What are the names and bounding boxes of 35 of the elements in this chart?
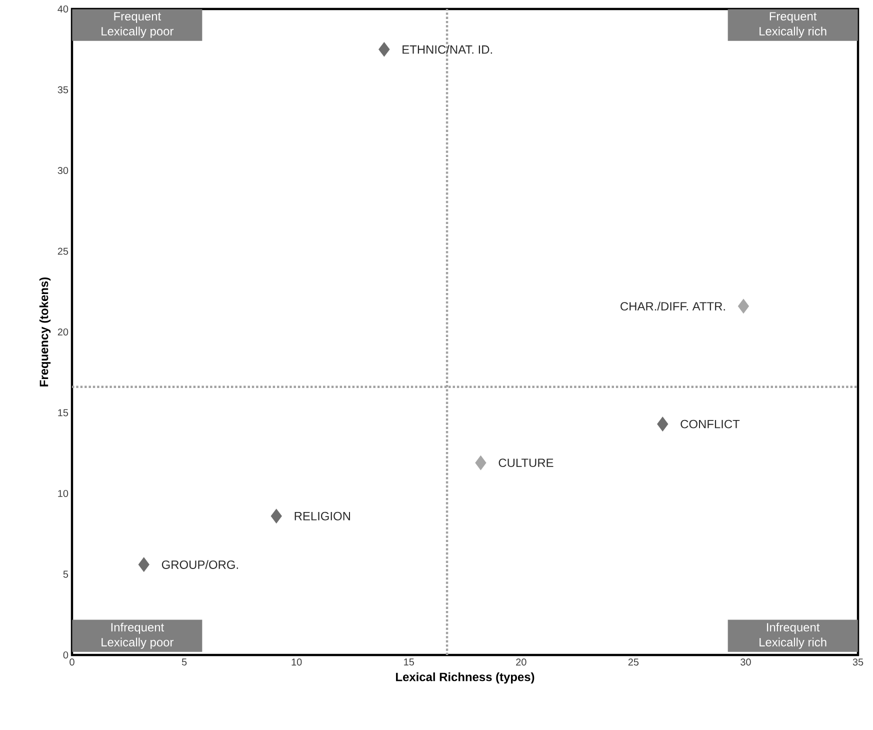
series-label: CULTURE [498, 458, 554, 468]
x-tick-label: 0 [70, 658, 74, 666]
x-tick-label: 5 [182, 658, 187, 666]
annotation: Frequent Lexically poor [102, 12, 174, 38]
y-axis-title: Frequency (tokens) [39, 277, 51, 386]
annotation: Infrequent Lexically poor [102, 622, 174, 649]
x-tick-label: 35 [852, 658, 864, 666]
series-label: RELIGION [294, 512, 350, 520]
y-tick-label: 35 [58, 86, 68, 94]
point [138, 556, 150, 573]
y-tick-label: 40 [58, 5, 68, 13]
y-tick-label: 0 [63, 651, 68, 659]
y-tick-label: 30 [58, 166, 68, 174]
x-tick-label: 30 [740, 658, 751, 666]
x-tick-label: 15 [404, 658, 414, 666]
annotation: Frequent Lexically rich [760, 12, 826, 38]
point [270, 508, 283, 524]
point [656, 416, 669, 432]
x-tick-label: 10 [292, 658, 302, 666]
y-tick-label: 10 [58, 490, 68, 498]
series-label: CHAR./DIFF. ATTR. [620, 302, 725, 311]
x-tick-label: 20 [516, 658, 526, 666]
series-label: GROUP/ORG. [162, 560, 238, 569]
x-tick-label: 25 [628, 658, 639, 666]
point [378, 41, 390, 58]
y-tick-label: 25 [58, 248, 68, 255]
y-tick-label: 20 [58, 328, 68, 336]
series-label: CONFLICT [680, 420, 740, 428]
point [474, 454, 488, 472]
series-label: ETHNIC/NAT. ID. [402, 44, 492, 54]
y-tick-label: 5 [63, 570, 68, 578]
point [737, 298, 750, 314]
annotation: Infrequent Lexically rich [760, 622, 826, 649]
x-axis-title: Lexical Richness (types) [396, 672, 534, 684]
y-tick-label: 15 [58, 409, 68, 416]
